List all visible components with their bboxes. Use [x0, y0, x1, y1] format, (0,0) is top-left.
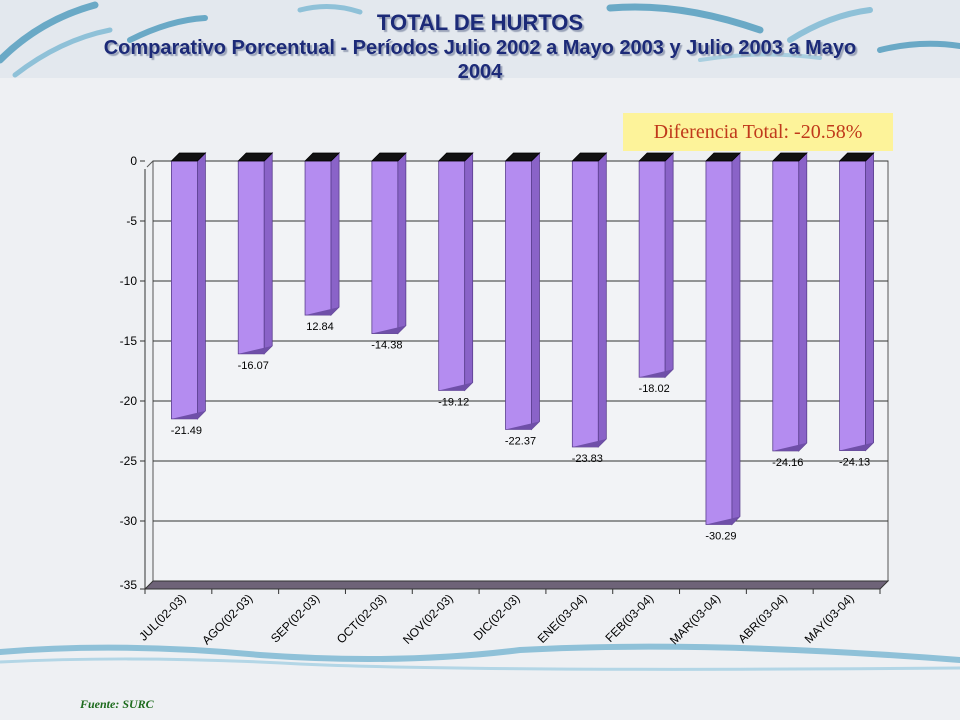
- bar: [237, 152, 274, 355]
- bar-front: [505, 160, 532, 430]
- bar: [437, 152, 474, 392]
- bar-side: [263, 152, 273, 355]
- bar-bottom-edge: [305, 307, 340, 316]
- bar-side: [330, 152, 340, 317]
- bar-top: [437, 152, 474, 162]
- bar: [571, 152, 608, 448]
- bar: [170, 152, 207, 420]
- bar-bottom-edge: [572, 438, 607, 447]
- data-label: 12.84: [306, 321, 334, 333]
- plot-back-edge: [146, 160, 154, 168]
- data-label: -19.12: [438, 396, 469, 408]
- bar-top: [504, 152, 541, 162]
- bar-front: [237, 160, 265, 355]
- bar-front: [371, 160, 399, 334]
- bar-side: [597, 152, 607, 448]
- bar-bottom-edge: [171, 410, 206, 419]
- x-tick-label: ENE(03-04): [535, 591, 590, 646]
- data-label: -24.16: [772, 457, 803, 469]
- page-subtitle: Comparativo Porcentual - Períodos Julio …: [103, 37, 857, 83]
- bar-top: [571, 152, 608, 162]
- bar-front: [839, 160, 866, 451]
- bar-side: [865, 152, 874, 452]
- bar-side: [664, 152, 674, 379]
- bar-front: [304, 160, 332, 316]
- data-labels: -21.49 -16.07 12.84 -14.38 -19.12 -22.37 -23.8…: [171, 321, 870, 542]
- bar-top: [237, 152, 274, 162]
- data-label: -30.29: [705, 530, 736, 542]
- bar-front: [772, 160, 800, 452]
- bar-top: [704, 152, 741, 162]
- bar-bottom-edge: [705, 516, 740, 525]
- x-tick-label: FEB(03-04): [602, 591, 656, 645]
- y-axis-ticks: 0 -5 -10 -15 -20 -25 -30 -35: [120, 154, 146, 592]
- bar-top: [370, 152, 407, 162]
- bar-side: [397, 152, 407, 335]
- bar-side: [798, 152, 808, 452]
- page-title: TOTAL DE HURTOS: [376, 10, 584, 35]
- bar-front: [171, 160, 198, 420]
- total-difference-badge: Diferencia Total: -20.58%: [623, 113, 893, 151]
- bar: [638, 152, 675, 379]
- y-tick-label: 0: [130, 154, 137, 168]
- bar: [838, 152, 875, 452]
- y-tick-label: -30: [120, 514, 138, 528]
- data-label: -16.07: [238, 360, 269, 372]
- total-difference-text: Diferencia Total: -20.58%: [653, 120, 863, 143]
- bar-bottom-edge: [238, 345, 273, 354]
- y-tick-label: -35: [120, 578, 138, 592]
- bar-side: [731, 152, 741, 526]
- x-tick-label: MAY(03-04): [802, 591, 857, 646]
- bar-bottom-edge: [371, 325, 406, 334]
- data-label: -21.49: [171, 425, 202, 437]
- bar-front: [705, 160, 733, 525]
- bar-top: [638, 152, 675, 162]
- x-tick-label: OCT(02-03): [334, 591, 389, 646]
- x-tick-label: JUL(02-03): [136, 591, 188, 643]
- bar-top: [304, 152, 341, 162]
- data-label: -24.13: [839, 457, 870, 469]
- bar-top: [838, 152, 875, 162]
- x-tick-label: AGO(02-03): [199, 591, 255, 647]
- x-tick-label: MAR(03-04): [667, 591, 723, 647]
- bar-bottom-edge: [639, 369, 674, 378]
- bar-top: [771, 152, 808, 162]
- bars: [170, 152, 875, 526]
- bar: [704, 152, 741, 526]
- plot-floor: [143, 580, 890, 590]
- y-tick-label: -20: [120, 394, 138, 408]
- bar-top: [170, 152, 207, 162]
- bar-side: [464, 152, 474, 392]
- bar-bottom-edge: [438, 382, 473, 391]
- bar: [771, 152, 808, 452]
- bar-bottom-edge: [772, 442, 807, 451]
- y-tick-label: -10: [120, 274, 138, 288]
- x-tick-label: NOV(02-03): [400, 591, 456, 647]
- bar-front: [638, 160, 666, 378]
- bar-side: [197, 152, 206, 420]
- y-tick-label: -5: [126, 214, 137, 228]
- data-label: -23.83: [572, 453, 603, 465]
- y-tick-label: -25: [120, 454, 138, 468]
- title-block: TOTAL DE HURTOS Comparativo Porcentual -…: [0, 10, 960, 84]
- bar: [370, 152, 407, 335]
- data-label: -18.02: [639, 383, 670, 395]
- bar-bottom-edge: [505, 421, 540, 430]
- bar: [504, 152, 541, 431]
- source-note: Fuente: SURC: [80, 697, 154, 711]
- x-tick-label: ABR(03-04): [735, 591, 790, 646]
- bar-side: [531, 152, 540, 431]
- bar-front: [438, 160, 466, 391]
- bar: [304, 152, 341, 317]
- bar-front: [571, 160, 599, 448]
- x-axis-labels: JUL(02-03) AGO(02-03) SEP(02-03) OCT(02-03)…: [136, 589, 881, 647]
- bar-bottom-edge: [839, 442, 874, 451]
- data-label: -14.38: [371, 340, 402, 352]
- data-label: -22.37: [505, 435, 536, 447]
- y-tick-label: -15: [120, 334, 138, 348]
- x-tick-label: SEP(02-03): [268, 591, 322, 645]
- x-tick-label: DIC(02-03): [471, 591, 523, 643]
